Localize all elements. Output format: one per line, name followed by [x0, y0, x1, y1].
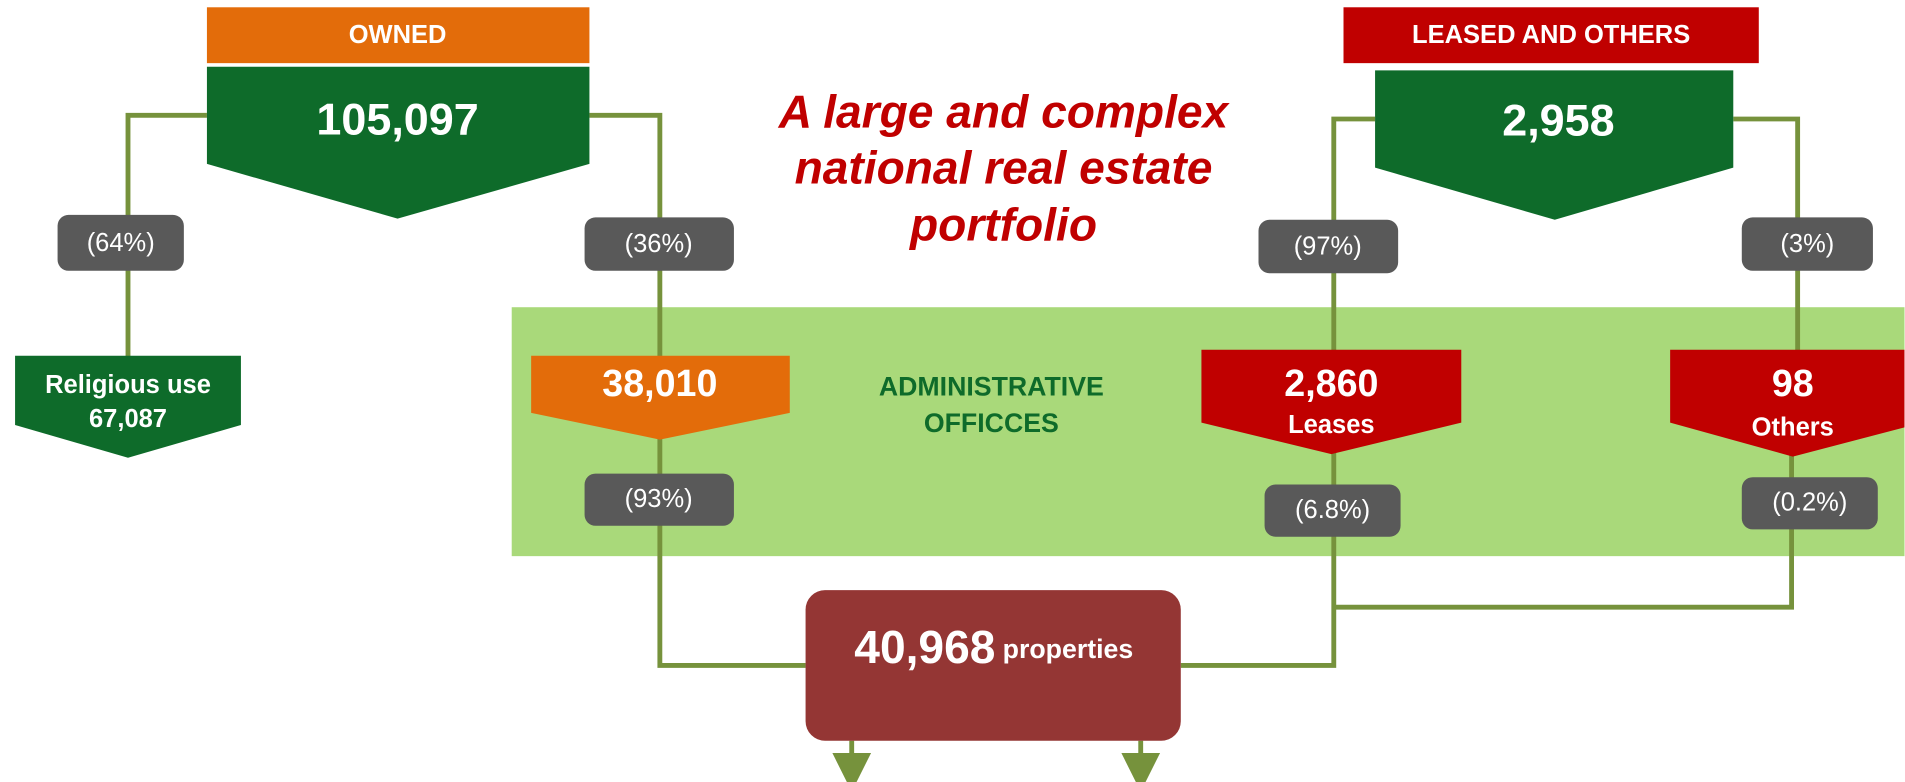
leased-total: 2,958	[1502, 95, 1614, 146]
band-label: OFFICCES	[924, 408, 1059, 438]
owned-header-text: OWNED	[349, 21, 447, 49]
share-text: (0.2%)	[1772, 489, 1847, 517]
admin-band	[511, 307, 1905, 557]
religious-label: Religious use	[45, 371, 211, 399]
title: A large and complex national real estate…	[778, 86, 1231, 251]
religious-value: 67,087	[89, 405, 167, 433]
total-text: 40,968 properties	[854, 621, 1133, 673]
share-text: (97%)	[1294, 232, 1362, 260]
leases-box	[1201, 349, 1462, 455]
share-pill	[1264, 484, 1401, 537]
others-label: Others	[1752, 413, 1834, 441]
leased-header	[1343, 7, 1759, 64]
share-text: (3%)	[1780, 230, 1834, 258]
share-pill	[57, 214, 184, 271]
share-text: (64%)	[87, 229, 155, 257]
share-text: (93%)	[625, 485, 693, 513]
share-pill	[1741, 217, 1873, 271]
leases-value: 2,860	[1284, 362, 1378, 404]
owned-header	[206, 7, 590, 64]
total-unit: properties	[1003, 634, 1134, 664]
owned-admin-box	[531, 355, 790, 440]
owned-admin-value: 38,010	[602, 362, 717, 404]
title-line: portfolio	[908, 198, 1097, 250]
leased-total-box	[1375, 70, 1734, 220]
share-text: (36%)	[625, 230, 693, 258]
others-box	[1670, 349, 1905, 457]
share-pill	[1741, 477, 1878, 530]
title-line: A large and complex	[778, 86, 1231, 138]
share-pill	[1258, 219, 1399, 274]
title-line: national real estate	[795, 141, 1213, 193]
leases-label: Leases	[1288, 411, 1375, 439]
owned-total: 105,097	[316, 94, 478, 145]
religious-box	[15, 355, 241, 458]
share-pill	[584, 473, 734, 526]
connector	[125, 112, 207, 359]
total-box	[805, 590, 1181, 741]
connector	[1733, 116, 1801, 353]
connector	[589, 112, 663, 359]
leased-header-text: LEASED AND OTHERS	[1412, 21, 1690, 49]
owned-total-box	[206, 66, 590, 219]
share-text: (6.8%)	[1295, 496, 1370, 524]
others-value: 98	[1772, 362, 1814, 404]
total-value: 40,968	[854, 621, 995, 673]
band-label: ADMINISTRATIVE	[879, 372, 1104, 402]
share-pill	[584, 217, 734, 271]
